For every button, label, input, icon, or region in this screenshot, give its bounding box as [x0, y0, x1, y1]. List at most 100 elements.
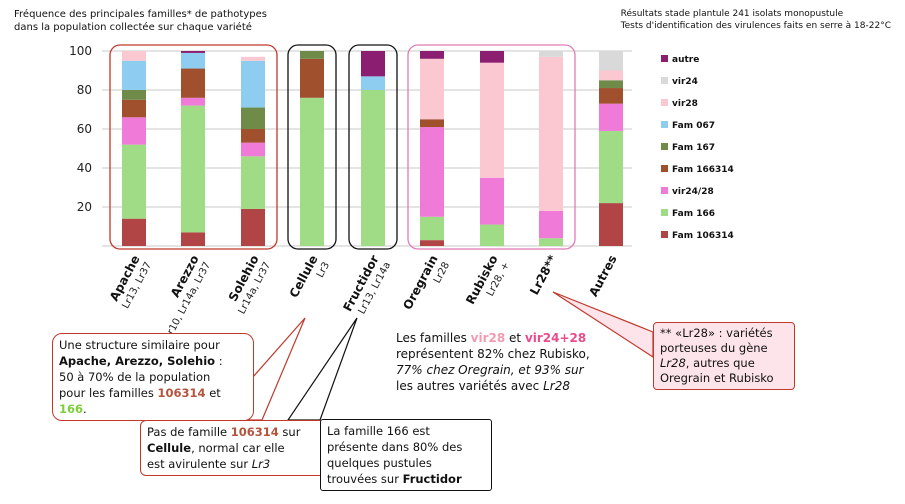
- bar-segment: [599, 103, 623, 131]
- bar-segment: [361, 90, 385, 246]
- bar-segment: [599, 130, 623, 204]
- legend-swatch: [661, 77, 668, 84]
- bar-segment: [181, 97, 205, 106]
- bar-segment: [599, 70, 623, 81]
- group-box-fructidor: [348, 44, 398, 250]
- note4-rubisko: représentent 82% chez Rubisko,: [396, 347, 590, 361]
- note5-line4: Oregrain et Rubisko: [660, 371, 774, 385]
- bar-segment: [122, 117, 146, 145]
- title-line-2: dans la population collectée sur chaque …: [14, 22, 252, 33]
- x-label-group: Lr28**: [527, 252, 560, 297]
- group-box-lr28: [407, 44, 576, 250]
- note4-vir28: vir28: [470, 331, 506, 345]
- note2-lr3: Lr3: [251, 457, 271, 471]
- bar-segment: [599, 80, 623, 89]
- note2-avirulent: est avirulente sur: [147, 457, 252, 471]
- bar-segment: [480, 224, 504, 246]
- x-tick-label: Lr28**: [527, 252, 560, 297]
- bar-segment: [241, 156, 265, 209]
- note1-fam-106314: 106314: [157, 386, 206, 400]
- legend-label: vir28: [672, 99, 698, 109]
- bar-segment: [599, 51, 623, 71]
- note2-text: Pas de famille: [147, 425, 231, 439]
- note5-line2: porteuses du gène: [660, 341, 768, 355]
- bar-segment: [241, 129, 265, 143]
- x-tick-label: Autres: [586, 253, 619, 299]
- legend-label: vir24/28: [672, 187, 714, 197]
- note-structure: Une structure similaire pour Apache, Are…: [52, 333, 254, 421]
- bar-segment: [241, 142, 265, 157]
- legend-label: Fam 167: [672, 143, 715, 153]
- bar-segment: [300, 51, 324, 59]
- bar-segment: [181, 232, 205, 246]
- legend-swatch: [661, 99, 668, 106]
- group-boxes: [109, 44, 576, 250]
- bar-segment: [599, 203, 623, 246]
- title-line-1: Fréquence des principales familles* de p…: [14, 9, 267, 20]
- note1-text: Une structure similaire pour: [59, 338, 220, 352]
- group-box-cellule: [287, 44, 337, 250]
- note5-line1: ** «Lr28» : variétés: [660, 326, 773, 340]
- bar-segment: [420, 240, 444, 246]
- bar-segment: [241, 56, 265, 61]
- note4-vir24-28: vir24+28: [524, 331, 587, 345]
- note1-percent: 50 à 70% de la population: [59, 370, 211, 384]
- bar-segment: [122, 99, 146, 118]
- y-axis: 20 40 60 80 100: [69, 44, 92, 214]
- bar-segment: [539, 210, 563, 239]
- bar-segment: [300, 58, 324, 98]
- bar-segment: [122, 51, 146, 61]
- note3-line3: quelques pustules: [327, 456, 432, 470]
- y-tick-label: 60: [77, 122, 92, 136]
- legend-label: Fam 166: [672, 209, 715, 219]
- legend-label: Fam 067: [672, 121, 715, 131]
- legend-label: vir24: [672, 77, 698, 87]
- bar-segment: [122, 90, 146, 100]
- bar-segment: [420, 58, 444, 120]
- bar-segment: [122, 60, 146, 90]
- note4-and: et: [505, 331, 525, 345]
- legend: autre vir24 vir28 Fam 067 Fam 167 Fam 166314 v…: [661, 55, 734, 241]
- note1-period: .: [83, 402, 87, 416]
- note5-others: , autres que: [685, 356, 755, 370]
- bar-segment: [420, 51, 444, 59]
- x-label-group: Autres: [586, 253, 619, 299]
- note4-others: les autres variétés avec: [396, 379, 544, 393]
- note-fructidor: La famille 166 est présente dans 80% des…: [320, 419, 492, 491]
- note-lr28-definition: ** «Lr28» : variétés porteuses du gène L…: [653, 322, 795, 390]
- bar-segment: [480, 62, 504, 178]
- note1-fam-166: 166: [59, 402, 84, 416]
- legend-swatch: [661, 165, 668, 172]
- note2-normal: , normal car elle: [191, 441, 285, 455]
- legend-label: Fam 106314: [672, 231, 734, 241]
- legend-label: autre: [672, 55, 699, 65]
- note2-fam: 106314: [230, 425, 279, 439]
- bar-segment: [539, 56, 563, 211]
- note-cellule: Pas de famille 106314 sur Cellule, norma…: [140, 420, 326, 476]
- note2-on: sur: [278, 425, 301, 439]
- bar-segment: [122, 218, 146, 246]
- y-tick-label: 80: [77, 83, 92, 97]
- bar-segment: [122, 144, 146, 219]
- legend-swatch: [661, 55, 668, 62]
- bar-segment: [539, 238, 563, 246]
- note3-line2: présente dans 80% des: [327, 440, 463, 454]
- legend-swatch: [661, 121, 668, 128]
- chart-subtitle: Résultats stade plantule 241 isolats mon…: [621, 8, 891, 32]
- note4-lr28: Lr28: [543, 379, 570, 393]
- note2-cellule: Cellule: [147, 441, 192, 455]
- bars: [122, 51, 623, 246]
- bar-segment: [241, 60, 265, 108]
- x-tick-label: Cellule: [287, 253, 321, 300]
- note1-colon: :: [215, 354, 223, 368]
- bar-segment: [241, 107, 265, 129]
- note4-oregrain: 77% chez Oregrain, et 93% sur: [396, 363, 584, 377]
- bar-segment: [539, 51, 563, 57]
